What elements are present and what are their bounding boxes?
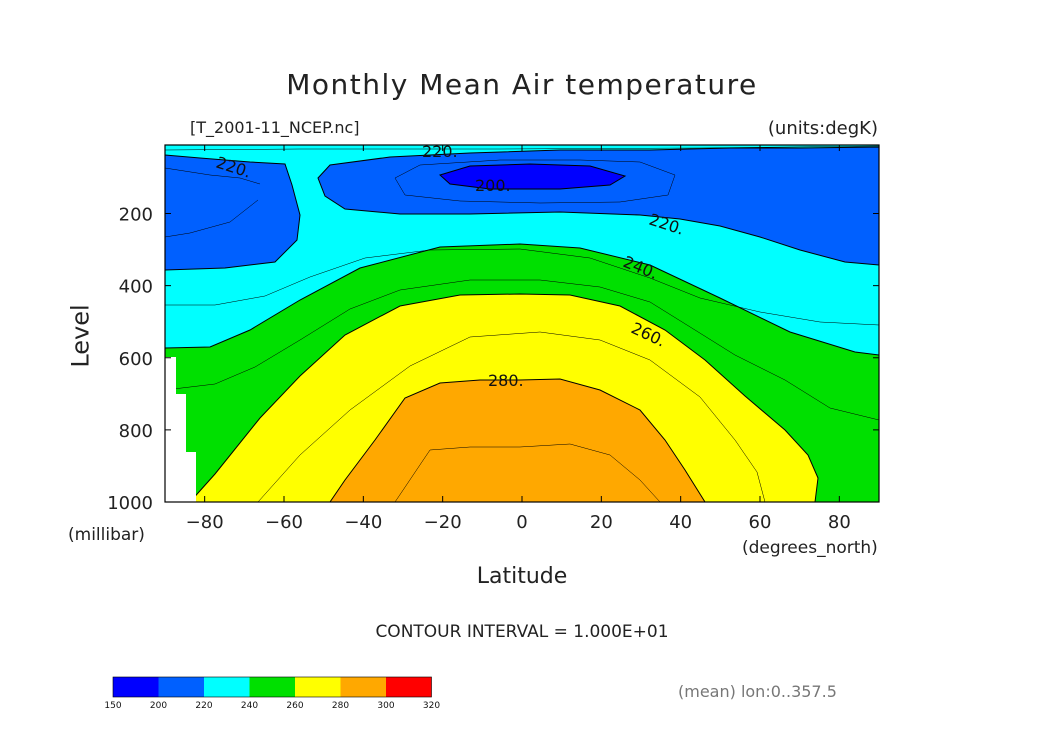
x-tick-label: −40 <box>344 512 382 533</box>
x-axis-label: Latitude <box>476 564 568 589</box>
aux-contour-3 <box>165 248 879 326</box>
colorbar-label: 260 <box>286 701 303 711</box>
colorbar-swatch <box>295 677 341 697</box>
band-220-230-left <box>165 154 301 271</box>
y-tick-label: 200 <box>119 205 153 226</box>
x-tick-label: 20 <box>590 512 613 533</box>
colorbar-label: 150 <box>104 701 121 711</box>
x-tick-label: 60 <box>749 512 772 533</box>
x-tick-label: −60 <box>265 512 303 533</box>
band-200-210 <box>439 163 627 190</box>
x-tick-label: 80 <box>828 512 851 533</box>
colorbar-frame <box>112 676 432 698</box>
y-tick-label: 400 <box>119 277 153 298</box>
x-tick-label: 40 <box>669 512 692 533</box>
x-tick-label: 0 <box>516 512 527 533</box>
contour-interval-text: CONTOUR INTERVAL = 1.000E+01 <box>375 622 669 642</box>
units-label: (units:degK) <box>767 118 878 139</box>
y-tick-label: 800 <box>119 421 153 442</box>
band-270-280 <box>257 331 766 502</box>
band-290-300 <box>394 443 661 502</box>
mean-note: (mean) lon:0..357.5 <box>678 682 837 701</box>
colorbar-swatch <box>340 677 386 697</box>
x-axis: −80 −60 −40 −20 0 20 40 60 80 <box>186 145 851 533</box>
filled-contours <box>165 145 879 502</box>
y-tick-label: 600 <box>119 349 153 370</box>
x-tick-label: −80 <box>186 512 224 533</box>
colorbar: 150 200 220 240 260 280 300 320 <box>104 676 440 711</box>
colorbar-label: 300 <box>377 701 394 711</box>
aux-contour-1 <box>165 167 261 185</box>
colorbar-label: 240 <box>241 701 258 711</box>
contour-label: 200. <box>475 176 511 195</box>
y-tick-label: 1000 <box>107 493 153 514</box>
contour-label: 220. <box>422 142 458 161</box>
band-210-220 <box>394 159 676 204</box>
colorbar-swatch <box>386 677 432 697</box>
aux-contour-2 <box>165 199 259 238</box>
colorbar-swatch <box>158 677 204 697</box>
x-axis-unit: (degrees_north) <box>742 538 878 558</box>
band-280-290 <box>329 378 706 502</box>
colorbar-swatch <box>249 677 295 697</box>
y-axis: 1000 800 600 400 200 <box>107 205 879 514</box>
colorbar-label: 220 <box>195 701 212 711</box>
missing-data <box>165 357 196 502</box>
contour-label: 280. <box>488 371 524 390</box>
colorbar-label: 280 <box>332 701 349 711</box>
file-label: [T_2001-11_NCEP.nc] <box>190 118 360 137</box>
colorbar-swatch <box>204 677 250 697</box>
aux-contour-4 <box>165 279 879 421</box>
chart-title: Monthly Mean Air temperature <box>286 68 758 101</box>
colorbar-label: 320 <box>423 701 440 711</box>
colorbar-label: 200 <box>150 701 167 711</box>
colorbar-swatch <box>113 677 159 697</box>
x-tick-label: −20 <box>424 512 462 533</box>
y-axis-unit: (millibar) <box>68 525 145 545</box>
